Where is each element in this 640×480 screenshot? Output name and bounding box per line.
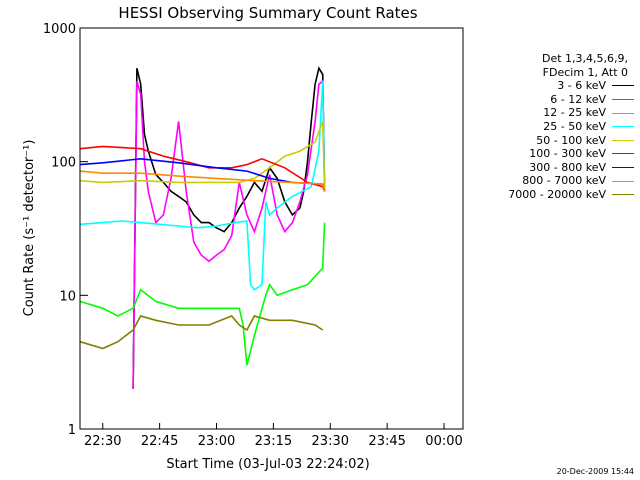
legend-entry-label: 50 - 100 keV — [536, 133, 606, 147]
legend-title-line-2: FDecim 1, Att 0 — [542, 65, 628, 79]
x-tick-label: 23:00 — [198, 434, 235, 449]
legend-title-line-1: Det 1,3,4,5,6,9, — [541, 52, 628, 65]
legend-entry-label: 800 - 7000 keV — [522, 174, 606, 188]
legend-swatch — [612, 153, 634, 155]
legend-swatch — [612, 85, 634, 87]
date-stamp: 20-Dec-2009 15:44 — [556, 467, 634, 476]
series-line-8 — [79, 315, 324, 350]
series-line-3 — [79, 81, 326, 291]
legend-entry-label: 100 - 300 keV — [529, 147, 606, 161]
legend-entry: 12 - 25 keV — [478, 106, 638, 120]
x-tick-label: 23:45 — [368, 434, 405, 449]
legend-entry-label: 3 - 6 keV — [557, 79, 606, 93]
series-line-4 — [79, 121, 326, 192]
legend-swatch — [612, 180, 634, 182]
legend-entry-label: 7000 - 20000 keV — [508, 187, 606, 201]
chart-title: HESSI Observing Summary Count Rates — [118, 4, 417, 22]
legend-swatch — [612, 99, 634, 101]
x-axis-label: Start Time (03-Jul-03 22:24:02) — [166, 457, 369, 472]
legend-entry: 6 - 12 keV — [478, 93, 638, 107]
legend-entry: 100 - 300 keV — [478, 147, 638, 161]
legend-entry: 7000 - 20000 keV — [478, 188, 638, 202]
y-tick-label: 100 — [51, 156, 76, 171]
series-line-2 — [79, 222, 326, 366]
y-tick-label: 10 — [59, 289, 76, 304]
legend-entry-label: 6 - 12 keV — [550, 92, 606, 106]
x-tick-label: 23:30 — [312, 434, 349, 449]
legend-swatch — [612, 167, 634, 169]
series-line-0 — [132, 66, 326, 389]
legend-entry: 800 - 7000 keV — [478, 174, 638, 188]
legend: Det 1,3,4,5,6,9, FDecim 1, Att 0 3 - 6 k… — [478, 52, 638, 202]
x-tick-label: 00:00 — [425, 434, 462, 449]
legend-entry: 50 - 100 keV — [478, 134, 638, 148]
legend-swatch — [612, 126, 634, 128]
x-tick-label: 22:45 — [141, 434, 178, 449]
legend-entry: 25 - 50 keV — [478, 120, 638, 134]
series-line-5 — [79, 145, 326, 192]
y-axis-label: Count Rate (s⁻¹ detector⁻¹) — [22, 140, 37, 317]
legend-entry-label: 12 - 25 keV — [543, 106, 606, 120]
series-line-7 — [79, 170, 326, 192]
x-tick-label: 23:15 — [255, 434, 292, 449]
y-tick-label: 1 — [68, 423, 76, 438]
legend-entry: 300 - 800 keV — [478, 161, 638, 175]
legend-entry-label: 25 - 50 keV — [543, 119, 606, 133]
plot-frame — [79, 27, 464, 430]
x-tick-label: 22:30 — [84, 434, 121, 449]
legend-swatch — [612, 139, 634, 141]
legend-entry-label: 300 - 800 keV — [529, 160, 606, 174]
legend-entry: 3 - 6 keV — [478, 79, 638, 93]
series-line-6 — [79, 157, 326, 192]
legend-swatch — [612, 194, 634, 196]
legend-swatch — [612, 112, 634, 114]
series-line-1 — [132, 79, 326, 389]
y-tick-label: 1000 — [43, 22, 76, 37]
